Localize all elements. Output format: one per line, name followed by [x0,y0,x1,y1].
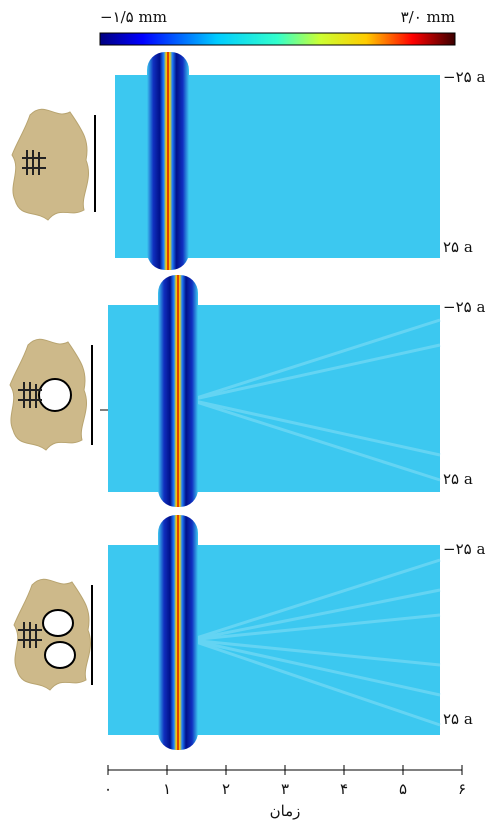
tick-label: ۵ [399,780,407,798]
panel: −۲۵ a ۲۵ a [9,275,485,507]
tick-label: ۲ [222,780,230,798]
x-ticks: ۰ ۱ ۲ ۳ ۴ ۵ ۶ [104,765,466,798]
tick-label: ۴ [340,780,348,798]
tick-label: ۱ [163,780,171,798]
bottom-label: ۲۵ a [443,470,473,488]
top-label: −۲۵ a [443,298,485,316]
panel: −۲۵ a ۲۵ a [11,52,485,270]
top-label: −۲۵ a [443,68,485,86]
bottom-label: ۲۵ a [443,238,473,256]
tick-label: ۶ [458,780,466,798]
tick-label: ۰ [104,780,112,798]
colorbar-max: ۳/۰ mm [401,8,455,26]
bottom-label: ۲۵ a [443,710,473,728]
panel: −۲۵ a ۲۵ a [13,515,485,750]
colorbar [99,32,456,46]
colorbar-min: −۱/۵ mm [100,8,167,26]
top-label: −۲۵ a [443,540,485,558]
x-axis-label: زمان [270,802,301,820]
tick-label: ۳ [281,780,289,798]
